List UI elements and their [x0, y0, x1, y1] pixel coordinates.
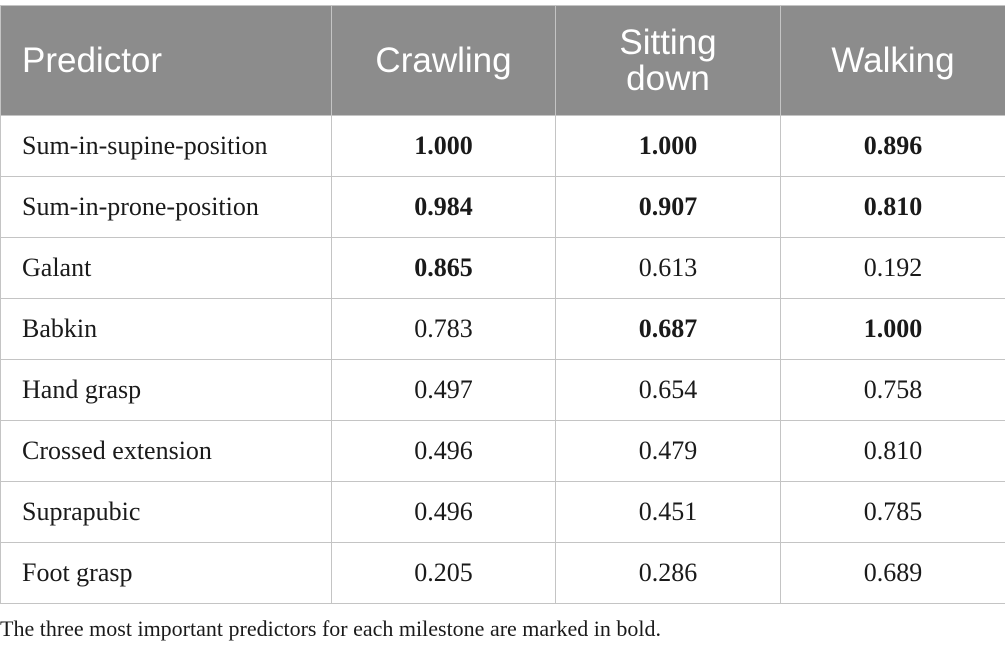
sitting-down-value: 0.479 — [555, 420, 781, 482]
predictor-name: Hand grasp — [0, 359, 332, 421]
walking-value: 0.758 — [780, 359, 1005, 421]
walking-value: 0.896 — [780, 115, 1005, 177]
sitting-down-value: 0.654 — [555, 359, 781, 421]
table-row: Galant 0.865 0.613 0.192 — [0, 237, 1005, 299]
table-row: Hand grasp 0.497 0.654 0.758 — [0, 359, 1005, 421]
walking-value: 0.810 — [780, 420, 1005, 482]
walking-value: 0.192 — [780, 237, 1005, 299]
walking-value: 1.000 — [780, 298, 1005, 360]
crawling-value: 0.496 — [331, 420, 556, 482]
table-row: Suprapubic 0.496 0.451 0.785 — [0, 481, 1005, 543]
sitting-down-value: 0.286 — [555, 542, 781, 604]
table-row: Foot grasp 0.205 0.286 0.689 — [0, 542, 1005, 604]
crawling-value: 0.497 — [331, 359, 556, 421]
predictor-name: Babkin — [0, 298, 332, 360]
predictor-name: Sum-in-supine-position — [0, 115, 332, 177]
walking-value: 0.810 — [780, 176, 1005, 238]
predictor-name: Galant — [0, 237, 332, 299]
crawling-value: 0.496 — [331, 481, 556, 543]
table-row: Crossed extension 0.496 0.479 0.810 — [0, 420, 1005, 482]
crawling-value: 0.205 — [331, 542, 556, 604]
sitting-down-value: 0.613 — [555, 237, 781, 299]
table-row: Babkin 0.783 0.687 1.000 — [0, 298, 1005, 360]
table-row: Sum-in-supine-position 1.000 1.000 0.896 — [0, 115, 1005, 177]
predictor-name: Crossed extension — [0, 420, 332, 482]
table-header: Predictor Crawling Sitting down Walking — [0, 5, 1005, 116]
predictor-name: Suprapubic — [0, 481, 332, 543]
table-row: Sum-in-prone-position 0.984 0.907 0.810 — [0, 176, 1005, 238]
sitting-down-value: 0.451 — [555, 481, 781, 543]
predictor-table-container: Predictor Crawling Sitting down Walking … — [0, 5, 1005, 604]
table-footnote: The three most important predictors for … — [0, 616, 661, 641]
predictor-table: Predictor Crawling Sitting down Walking … — [0, 5, 1005, 604]
walking-value: 0.785 — [780, 481, 1005, 543]
predictor-name: Foot grasp — [0, 542, 332, 604]
table-body: Sum-in-supine-position 1.000 1.000 0.896… — [0, 115, 1005, 604]
header-crawling: Crawling — [331, 5, 556, 116]
header-row: Predictor Crawling Sitting down Walking — [0, 5, 1005, 116]
crawling-value: 0.783 — [331, 298, 556, 360]
crawling-value: 0.865 — [331, 237, 556, 299]
header-sitting-down: Sitting down — [555, 5, 781, 116]
crawling-value: 1.000 — [331, 115, 556, 177]
predictor-name: Sum-in-prone-position — [0, 176, 332, 238]
header-predictor: Predictor — [0, 5, 332, 116]
sitting-down-value: 1.000 — [555, 115, 781, 177]
sitting-down-value: 0.907 — [555, 176, 781, 238]
walking-value: 0.689 — [780, 542, 1005, 604]
header-walking: Walking — [780, 5, 1005, 116]
sitting-down-value: 0.687 — [555, 298, 781, 360]
crawling-value: 0.984 — [331, 176, 556, 238]
